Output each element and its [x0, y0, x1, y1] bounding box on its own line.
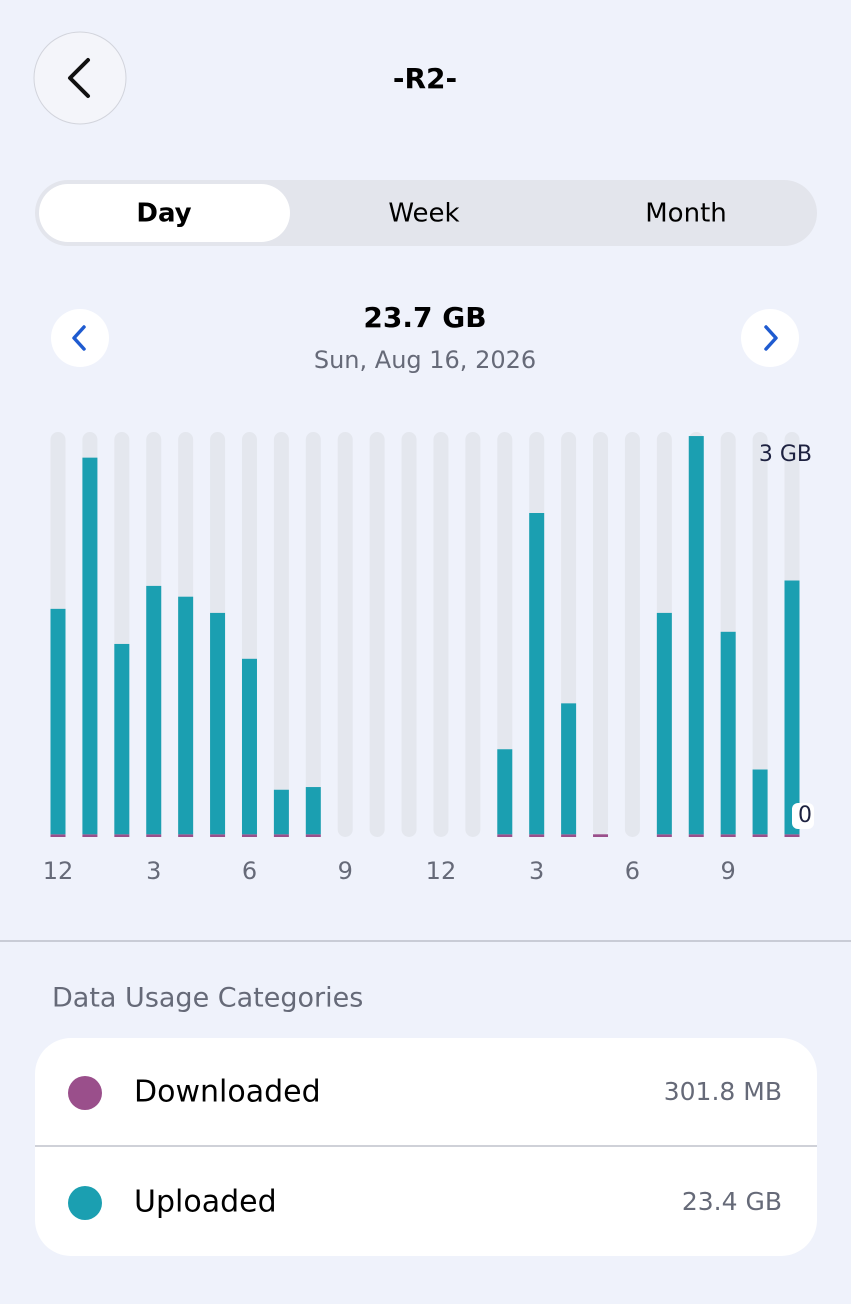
legend-dot [68, 1076, 102, 1110]
legend-label: Uploaded [134, 1185, 277, 1220]
bar-segment [656, 612, 672, 835]
bar-segment [210, 612, 226, 835]
date: Sun, Aug 16, 2026 [314, 346, 536, 374]
bar-segment [752, 834, 768, 837]
bar-segment [305, 834, 321, 837]
bar-segment [784, 580, 800, 835]
x-tick-label: 9 [338, 857, 353, 885]
bar-segment [178, 596, 194, 835]
bar-segment [561, 834, 577, 837]
bar-segment [114, 834, 130, 837]
bar-segment [529, 513, 545, 835]
bar-track [752, 432, 768, 837]
section-title: Data Usage Categories [52, 983, 363, 1014]
bar-segment [146, 585, 162, 835]
bar-segment [273, 789, 289, 835]
y-tick-label: 3 GB [759, 442, 812, 467]
tab[interactable]: Month [645, 199, 727, 229]
bar-segment [210, 834, 226, 837]
bar-segment [305, 787, 321, 835]
bar-segment [688, 834, 704, 837]
bar-segment [688, 436, 704, 835]
x-tick-label: 12 [43, 857, 74, 885]
bar-segment [273, 834, 289, 837]
tab[interactable]: Day [136, 199, 191, 229]
bar-segment [50, 608, 66, 835]
bar-track [593, 432, 609, 837]
legend: Downloaded 301.8 MB Uploaded 23.4 GB [68, 1075, 782, 1220]
next-icon [764, 325, 778, 351]
next-button[interactable] [741, 309, 799, 367]
bar-segment [593, 834, 609, 837]
prev-icon [72, 325, 86, 351]
bar-segment [497, 749, 513, 835]
page-title: -R2- [393, 62, 457, 95]
x-tick-label: 3 [529, 857, 544, 885]
bar-segment [656, 834, 672, 837]
back-icon [68, 58, 90, 98]
x-tick-label: 6 [625, 857, 640, 885]
bar-segment [529, 834, 545, 837]
bar-segment [178, 834, 194, 837]
bar-segment [82, 457, 98, 835]
y-label-bg [792, 803, 814, 829]
bar-track [369, 432, 385, 837]
bar-track [401, 432, 417, 837]
bar-track [497, 432, 513, 837]
prev-button[interactable] [51, 309, 109, 367]
bar-segment [720, 631, 736, 835]
tab-selected [39, 184, 290, 242]
bar-segment [497, 834, 513, 837]
x-tick-label: 6 [242, 857, 257, 885]
total-usage: 23.7 GB [363, 301, 486, 334]
bar-segment [720, 834, 736, 837]
bar-segment [146, 834, 162, 837]
bar-track [624, 432, 640, 837]
bar-segment [82, 834, 98, 837]
bar-segment [784, 834, 800, 837]
bar-segment [241, 658, 257, 835]
bar-track [465, 432, 481, 837]
bar-track [273, 432, 289, 837]
bar-segment [50, 834, 66, 837]
back-button[interactable] [33, 31, 127, 125]
tab[interactable]: Week [388, 199, 459, 229]
x-tick-label: 3 [146, 857, 161, 885]
legend-total: 23.4 GB [682, 1187, 782, 1216]
bar-segment [241, 834, 257, 837]
chart: 12 3 6 9 12 3 6 9 0 3 GB [43, 432, 814, 885]
legend-dot [68, 1186, 102, 1220]
bar-segment [752, 769, 768, 835]
bar-segment [561, 703, 577, 835]
legend-label: Downloaded [134, 1075, 321, 1110]
y-tick-label: 0 [798, 803, 812, 828]
bar-track [433, 432, 449, 837]
bar-segment [114, 643, 130, 835]
bar-track [337, 432, 353, 837]
bar-track [305, 432, 321, 837]
legend-total: 301.8 MB [664, 1077, 782, 1106]
x-tick-label: 12 [426, 857, 457, 885]
x-tick-label: 9 [721, 857, 736, 885]
